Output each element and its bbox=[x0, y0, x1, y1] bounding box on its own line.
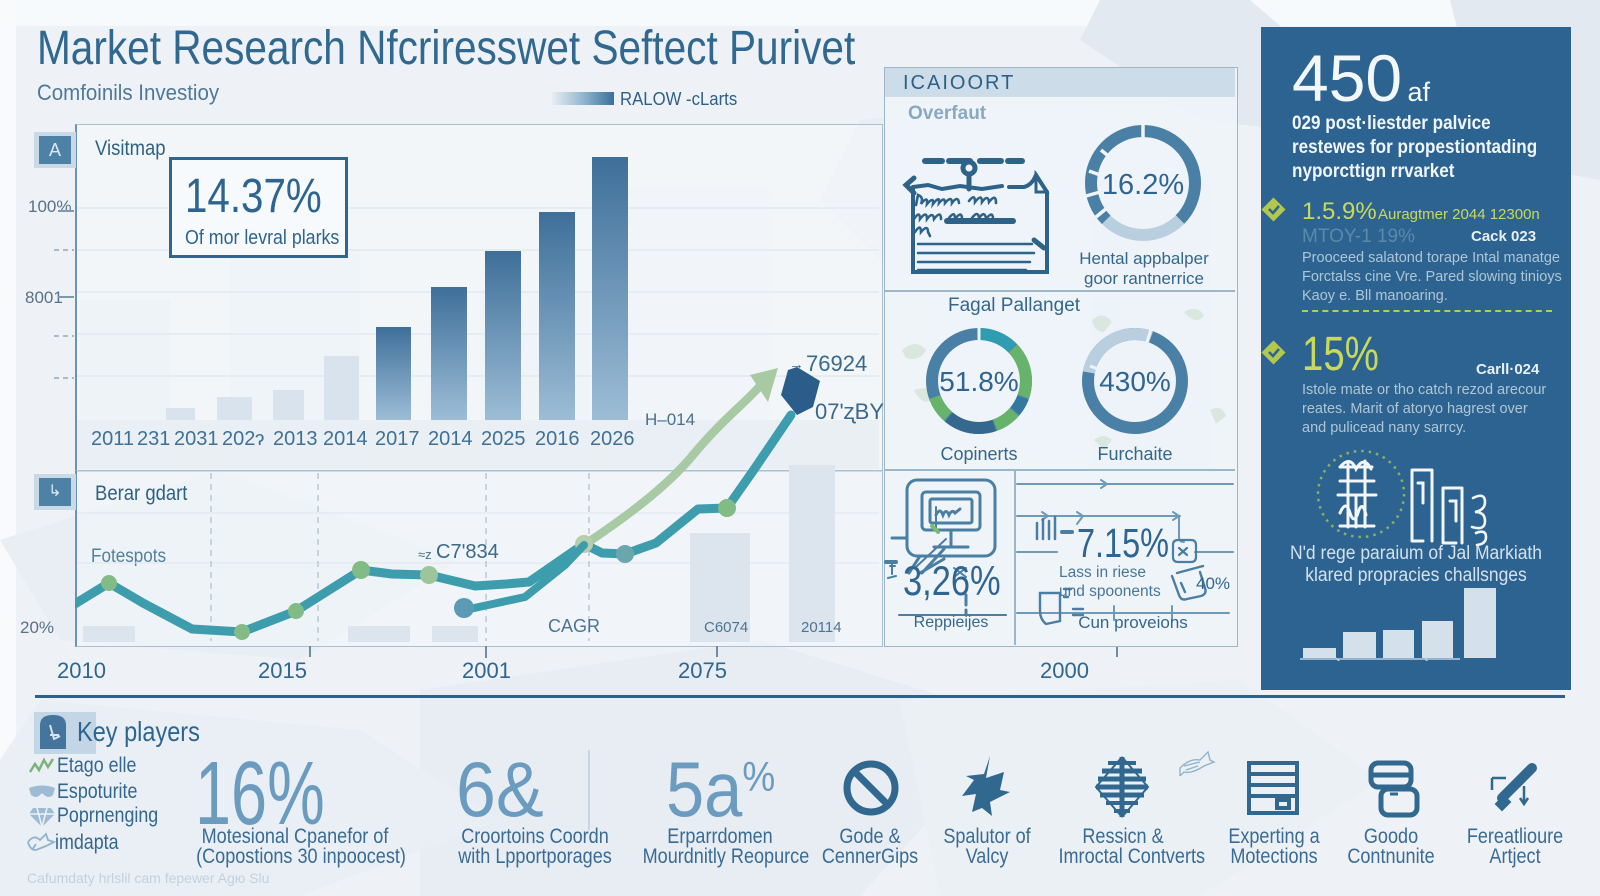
svg-text:51.8%: 51.8% bbox=[939, 366, 1018, 397]
svg-text:16.2%: 16.2% bbox=[1102, 169, 1184, 201]
svg-text:430%: 430% bbox=[1099, 366, 1171, 397]
svg-text:7.15%: 7.15% bbox=[1077, 520, 1169, 566]
